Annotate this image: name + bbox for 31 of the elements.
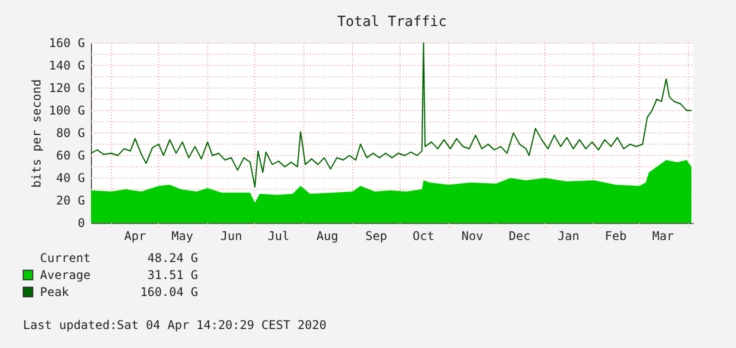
y-tick-label: 20 G	[56, 194, 85, 208]
x-tick-label: Feb	[604, 229, 627, 243]
y-tick-label: 120 G	[48, 81, 85, 95]
x-tick-label: Mar	[652, 229, 674, 243]
text: 48.24 G	[147, 251, 198, 265]
x-tick-label: Apr	[124, 229, 146, 243]
x-tick-label: Oct	[412, 229, 434, 243]
y-tick-label: 0	[78, 216, 85, 230]
x-tick-label: Dec	[508, 229, 530, 243]
y-tick-label: 80 G	[56, 126, 85, 140]
y-tick-label: 60 G	[56, 148, 85, 162]
x-tick-label: Sep	[365, 229, 388, 243]
y-tick-label: 40 G	[56, 171, 85, 185]
text: 31.51 G	[147, 268, 198, 282]
y-tick-label: 140 G	[48, 58, 85, 72]
x-tick-label: Aug	[316, 229, 338, 243]
y-tick-label: 100 G	[48, 104, 85, 118]
text: Last updated:Sat 04 Apr 14:20:29 CEST 2020	[23, 318, 326, 332]
x-tick-label: Nov	[462, 229, 484, 243]
chart-title: Total Traffic	[337, 14, 447, 30]
y-axis-title: bits per second	[30, 79, 44, 188]
text: Current	[40, 251, 91, 265]
x-tick-label: Jul	[268, 229, 290, 243]
x-tick-label: Jun	[220, 229, 242, 243]
x-tick-label: May	[172, 229, 194, 243]
line-series	[90, 42, 692, 188]
legend-label: Peak	[40, 285, 70, 299]
legend-label: Average	[40, 268, 91, 282]
text: 160.04 G	[140, 285, 198, 299]
x-tick-label: Jan	[558, 229, 580, 243]
y-tick-label: 160 G	[48, 36, 85, 50]
